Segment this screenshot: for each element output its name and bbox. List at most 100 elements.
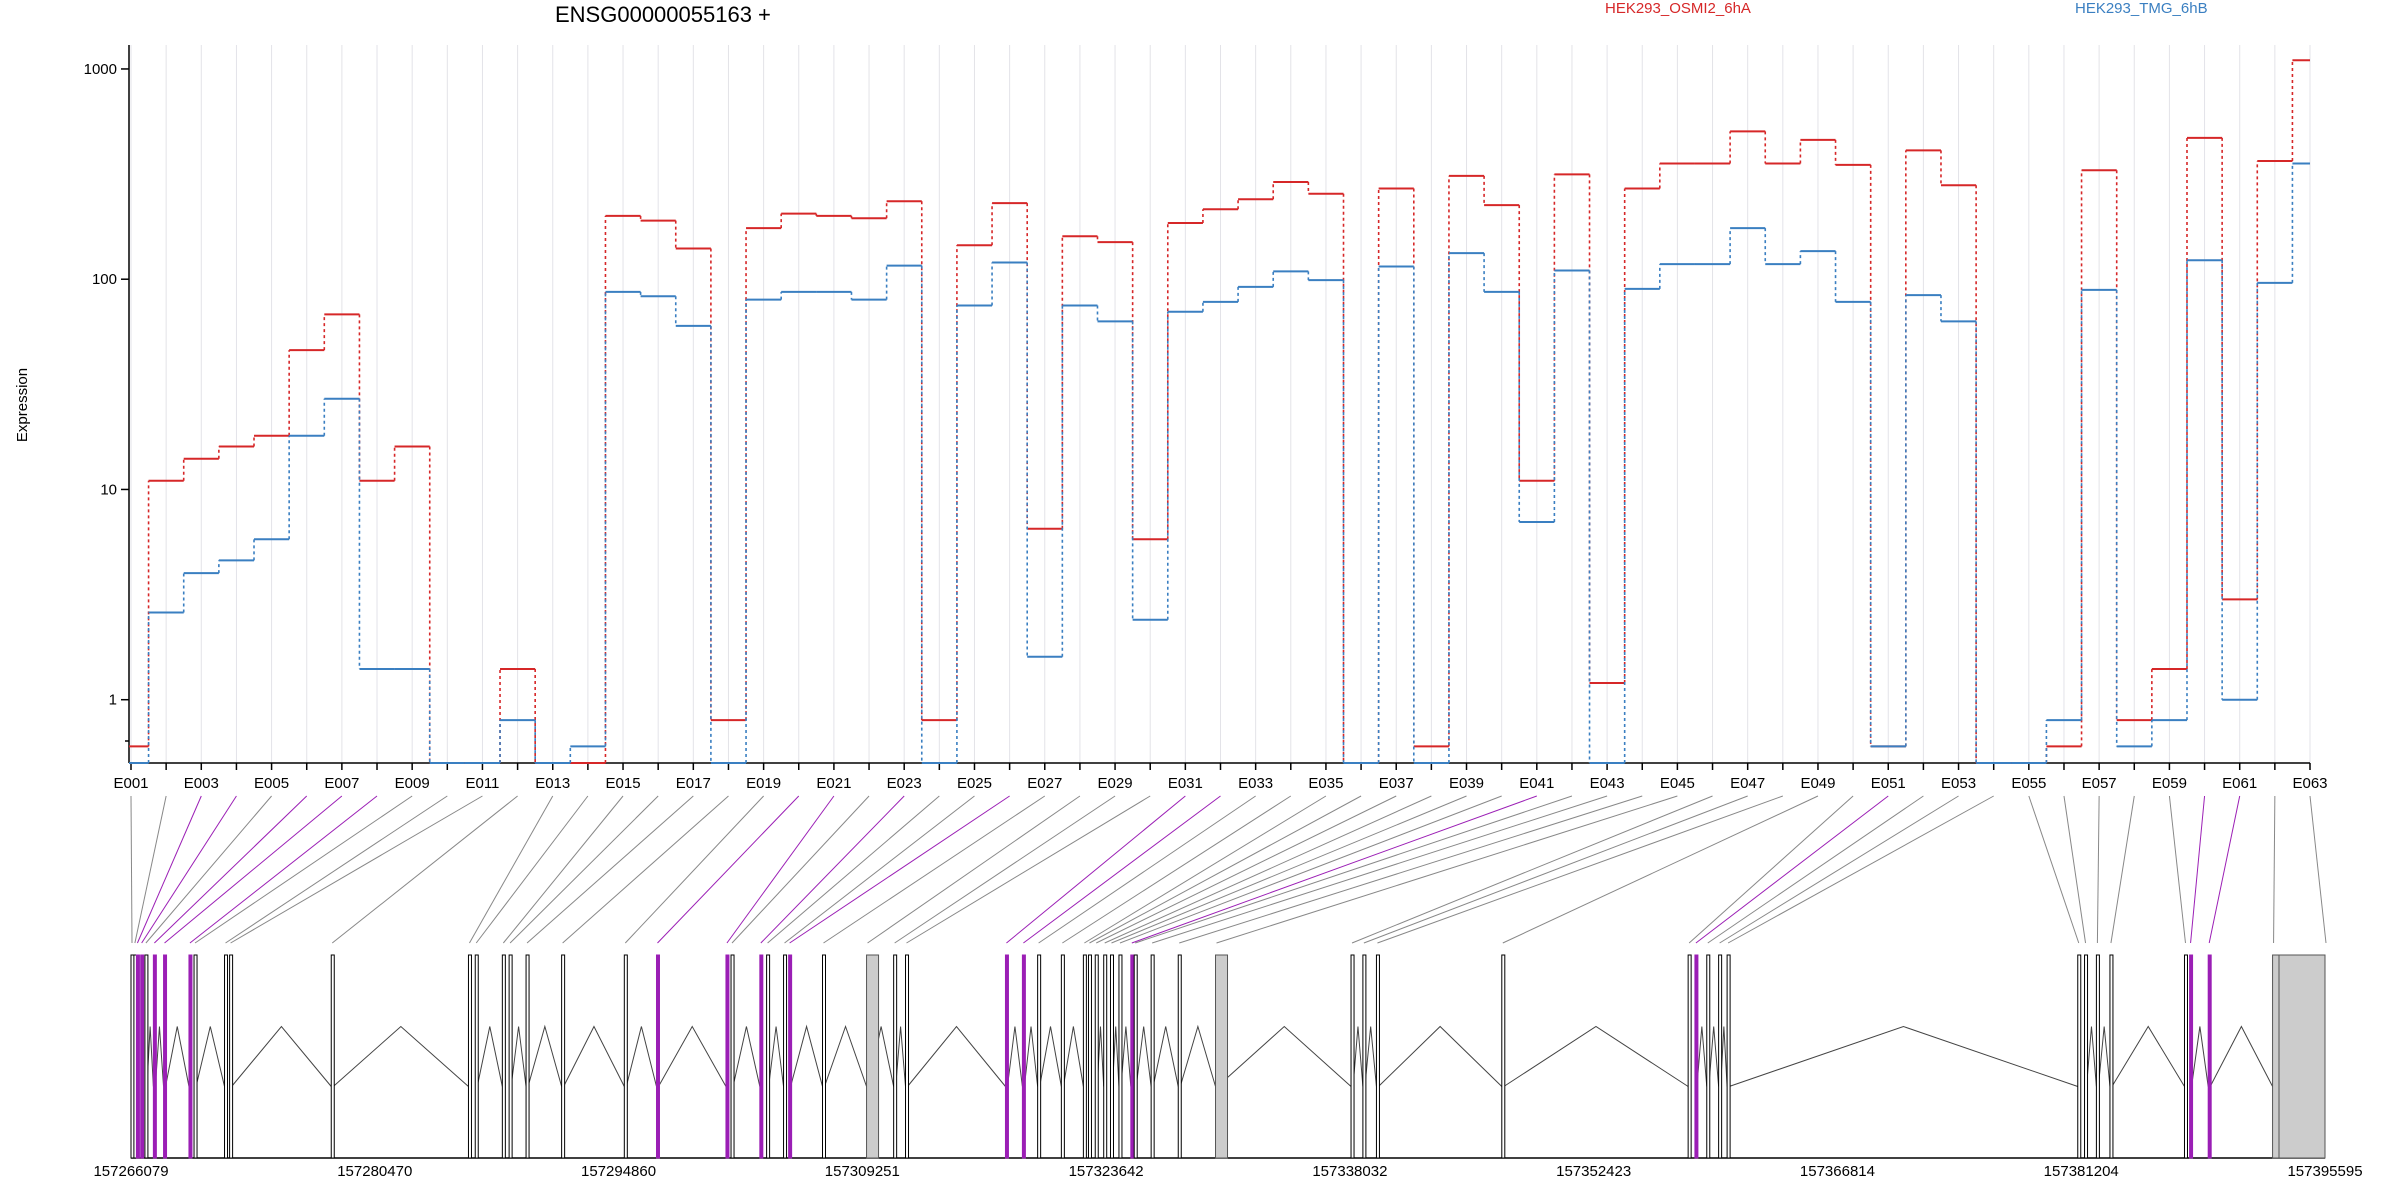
exon-connector xyxy=(906,795,1151,944)
exon-box xyxy=(1037,954,1042,1159)
exon-connector xyxy=(2208,795,2241,944)
exon-box xyxy=(1350,954,1355,1159)
intron-chevron xyxy=(1364,1026,1377,1087)
exon-connector xyxy=(1502,795,1819,944)
exon-box xyxy=(1103,954,1108,1159)
intron-chevron xyxy=(1152,1026,1179,1087)
exon-box xyxy=(2183,954,2188,1159)
exon-box xyxy=(224,954,229,1159)
exon-box xyxy=(1109,954,1114,1159)
intron-chevron xyxy=(658,1025,727,1087)
exon-box xyxy=(788,954,793,1159)
legend-series-a: HEK293_OSMI2_6hA xyxy=(1605,0,1751,17)
genomic-coordinate-label: 157366814 xyxy=(1800,1163,1875,1180)
intron-chevron xyxy=(1352,1026,1364,1087)
exon-connector xyxy=(469,795,554,944)
intron-chevron xyxy=(1062,1026,1084,1087)
genomic-coordinate-label: 157381204 xyxy=(2044,1163,2119,1180)
intron-chevron xyxy=(625,1026,657,1087)
exon-connector xyxy=(130,795,133,944)
exon-connector xyxy=(1062,795,1292,944)
exon-connector xyxy=(526,795,694,944)
exon-connector xyxy=(1023,795,1221,944)
exon-box xyxy=(1004,954,1009,1159)
intron-chevron xyxy=(1696,1026,1708,1087)
intron-chevron xyxy=(2191,1026,2209,1087)
intron-chevron xyxy=(510,1026,527,1087)
exon-box xyxy=(508,954,513,1159)
exon-box xyxy=(1694,954,1699,1159)
exon-box xyxy=(1501,954,1506,1159)
exon-connector xyxy=(194,795,413,944)
genomic-coordinate-label: 157395595 xyxy=(2287,1163,2362,1180)
x-tick-label: E019 xyxy=(746,775,781,792)
exon-box xyxy=(152,954,157,1159)
exon-box xyxy=(193,954,198,1159)
exon-connector xyxy=(136,795,202,944)
legend-series-b: HEK293_TMG_6hB xyxy=(2075,0,2208,17)
x-tick-label: E049 xyxy=(1800,775,1835,792)
exon-connector xyxy=(1038,795,1256,944)
exon-connector xyxy=(154,795,308,944)
exon-connector xyxy=(1727,795,1994,944)
y-tick-label: 100 xyxy=(92,271,117,288)
intron-chevron xyxy=(1006,1026,1023,1087)
exon-connector xyxy=(2168,795,2186,944)
exon-box xyxy=(1362,954,1367,1159)
intron-chevron xyxy=(1120,1026,1132,1087)
genomic-coordinate-label: 157294860 xyxy=(581,1163,656,1180)
exon-box xyxy=(525,954,530,1159)
exon-box xyxy=(1118,954,1123,1159)
x-tick-label: E061 xyxy=(2222,775,2257,792)
genomic-coordinate-label: 157280470 xyxy=(337,1163,412,1180)
exon-box xyxy=(1215,954,1229,1159)
exon-connector xyxy=(784,795,975,944)
exon-box xyxy=(2084,954,2089,1159)
y-tick-label: 10 xyxy=(100,481,117,498)
intron-chevron xyxy=(563,1025,625,1087)
x-tick-label: E041 xyxy=(1519,775,1554,792)
exon-box xyxy=(229,954,234,1159)
x-tick-label: E033 xyxy=(1238,775,1273,792)
exon-box xyxy=(783,954,788,1159)
intron-chevron xyxy=(790,1024,823,1087)
exon-connector xyxy=(225,795,448,944)
genomic-coordinate-label: 157323642 xyxy=(1069,1163,1144,1180)
exon-box xyxy=(1021,954,1026,1159)
exon-connector xyxy=(657,795,800,944)
exon-box xyxy=(1087,954,1092,1159)
exon-connector xyxy=(2110,795,2135,944)
exon-box xyxy=(822,954,827,1159)
exon-connector xyxy=(1131,795,1537,944)
intron-chevron xyxy=(907,1025,1006,1087)
exon-connector xyxy=(141,795,237,944)
exon-box xyxy=(759,954,764,1159)
exon-connector xyxy=(2190,795,2206,944)
x-tick-label: E005 xyxy=(254,775,289,792)
exon-connector xyxy=(823,795,1046,944)
exon-box xyxy=(1718,954,1723,1159)
exon-box xyxy=(1133,954,1138,1159)
exon-connector xyxy=(1688,795,1854,944)
exon-connector xyxy=(1179,795,1643,944)
genomic-coordinate-label: 157338032 xyxy=(1312,1163,1387,1180)
genomic-coordinate-label: 157266079 xyxy=(93,1163,168,1180)
intron-chevron xyxy=(768,1026,785,1087)
exon-box xyxy=(474,954,479,1159)
exon-box xyxy=(561,954,566,1159)
exon-connector xyxy=(2309,795,2327,944)
exon-connector xyxy=(894,795,1116,944)
exon-box xyxy=(1706,954,1711,1159)
exon-box xyxy=(135,954,140,1159)
exon-connector xyxy=(2273,795,2276,944)
exon-box xyxy=(1082,954,1087,1159)
exon-connector xyxy=(1695,795,1889,944)
intron-chevron xyxy=(1503,1025,1689,1087)
intron-chevron xyxy=(527,1024,563,1087)
exon-box xyxy=(1375,954,1380,1159)
intron-chevron xyxy=(1728,1025,2078,1087)
exon-connector xyxy=(789,795,1010,944)
intron-chevron xyxy=(165,1026,190,1087)
gene-model: 157266079 157280470 157294860 157309251 1573… xyxy=(93,954,2363,1180)
